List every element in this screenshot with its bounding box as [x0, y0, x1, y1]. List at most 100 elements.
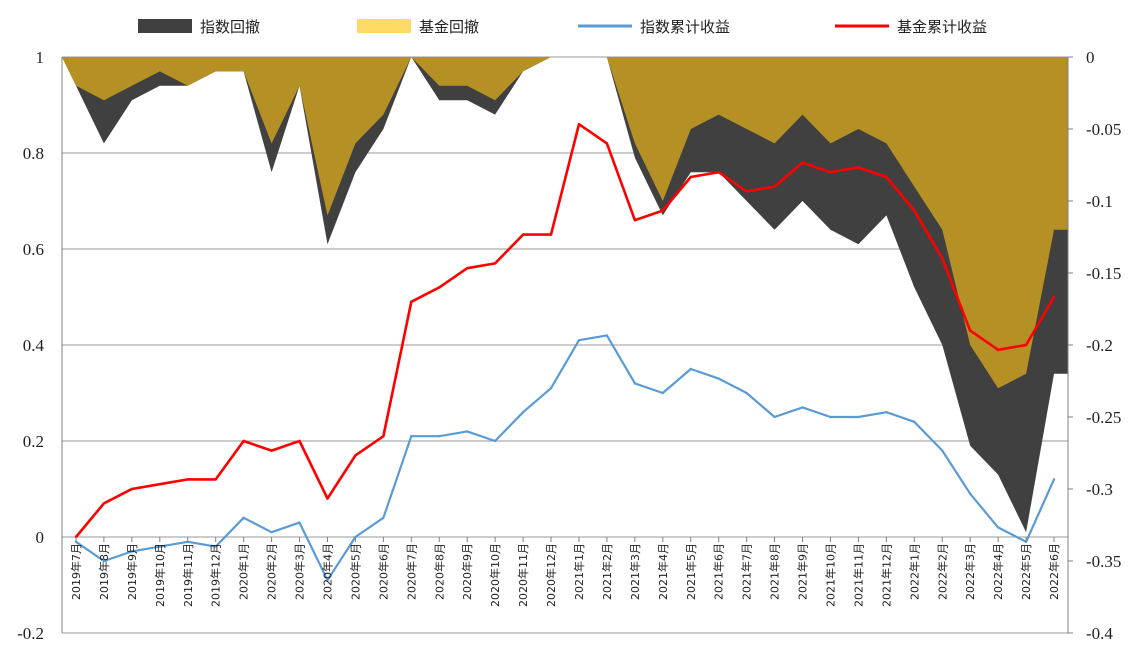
legend-index-drawdown-swatch [138, 19, 192, 33]
data-point [521, 233, 525, 236]
data-point [773, 185, 776, 188]
x-tick-label: 2020年8月 [432, 543, 446, 600]
data-point [577, 339, 581, 342]
x-tick-label: 2022年3月 [963, 543, 977, 600]
x-tick-label: 2022年2月 [935, 543, 949, 600]
right-tick-label: -0.25 [1086, 408, 1121, 427]
x-tick-label: 2022年5月 [1019, 543, 1033, 600]
data-point [689, 175, 692, 179]
x-tick-label: 2021年11月 [851, 543, 865, 607]
x-tick-label: 2021年10月 [824, 543, 838, 607]
legend-label: 基金累计收益 [897, 18, 987, 36]
data-point [438, 435, 441, 438]
x-tick-label: 2019年10月 [153, 543, 167, 607]
data-point [158, 545, 161, 548]
x-tick-label: 2021年3月 [628, 543, 642, 600]
data-point [130, 550, 134, 553]
data-point [242, 439, 245, 443]
data-point [466, 267, 469, 270]
x-tick-label: 2021年6月 [712, 543, 726, 600]
data-point [354, 454, 357, 457]
left-tick-label: -0.2 [17, 624, 44, 643]
data-point [885, 411, 888, 414]
left-tick-label: 0.8 [23, 144, 44, 163]
x-tick-label: 2021年9月 [796, 543, 810, 600]
data-point [996, 348, 1000, 351]
data-point [298, 439, 301, 443]
data-point [438, 286, 441, 289]
data-point [521, 411, 525, 414]
data-point [382, 435, 385, 438]
data-point [745, 391, 748, 395]
axes: 1 0.8 0.6 0.4 0.2 0 -0.2 0 -0.05 -0.1 -0.15 -0.2 -0.… [17, 48, 1121, 643]
data-point [605, 142, 609, 145]
data-point [493, 439, 497, 443]
x-tick-label: 2021年2月 [600, 543, 614, 600]
left-tick-label: 0.6 [23, 240, 44, 259]
data-point [913, 209, 916, 212]
cumulative-lines [74, 122, 1056, 582]
data-point [689, 367, 692, 371]
x-tick-label: 2020年12月 [544, 543, 558, 607]
legend-fund-drawdown-swatch [357, 19, 411, 33]
fund-cumulative-line [74, 122, 1056, 538]
data-point [996, 526, 1000, 529]
data-point [242, 516, 245, 519]
data-point [1024, 343, 1028, 347]
data-point [493, 262, 497, 265]
x-tick-label: 2021年7月 [740, 543, 754, 600]
right-tick-label: -0.2 [1086, 336, 1113, 355]
left-tick-label: 0.2 [23, 432, 44, 451]
index-cumulative-line [75, 334, 1056, 582]
legend: 指数回撤 基金回撤 指数累计收益 基金累计收益 [138, 18, 987, 36]
x-tick-label: 2021年8月 [768, 543, 782, 600]
left-tick-label: 1 [36, 48, 45, 67]
data-point [382, 516, 385, 519]
x-tick-label: 2020年3月 [293, 543, 307, 600]
x-tick-label: 2021年4月 [656, 543, 670, 600]
x-tick-label: 2020年4月 [321, 543, 335, 600]
data-point [941, 257, 944, 260]
x-tick-label: 2022年4月 [991, 543, 1005, 600]
data-point [549, 387, 553, 390]
data-point [577, 123, 581, 126]
data-point [913, 420, 916, 423]
x-tick-label: 2019年11月 [181, 543, 195, 607]
data-point [326, 579, 329, 582]
data-point [941, 449, 944, 452]
x-tick-label: 2022年1月 [907, 543, 921, 600]
data-point [857, 166, 860, 169]
drawdown-areas [62, 57, 1068, 533]
x-tick-label: 2019年8月 [97, 543, 111, 600]
data-point [745, 190, 748, 193]
x-tick-label: 2020年5月 [348, 543, 362, 600]
right-tick-label: -0.1 [1086, 192, 1113, 211]
data-point [410, 435, 413, 438]
data-point [829, 415, 832, 419]
data-point [326, 497, 329, 500]
x-tick-label: 2019年9月 [125, 543, 139, 600]
index-drawdown-area [62, 57, 1068, 533]
x-tick-label: 2019年12月 [209, 543, 223, 607]
data-point [801, 161, 804, 164]
data-point [102, 502, 106, 505]
data-point [605, 334, 609, 337]
data-point [969, 329, 972, 332]
right-tick-label: -0.35 [1086, 552, 1121, 571]
data-point [801, 406, 804, 409]
data-point [661, 391, 664, 395]
x-tick-label: 2021年12月 [879, 543, 893, 607]
data-point [885, 175, 888, 179]
x-tick-label: 2021年5月 [684, 543, 698, 600]
data-point [633, 219, 637, 222]
data-point [130, 487, 134, 491]
data-point [773, 415, 776, 419]
x-tick-label: 2020年9月 [460, 543, 474, 600]
data-point [549, 233, 553, 236]
data-point [102, 559, 106, 563]
data-point [633, 382, 637, 385]
data-point [1052, 478, 1056, 481]
data-point [270, 531, 273, 534]
legend-label: 指数回撤 [200, 18, 260, 36]
